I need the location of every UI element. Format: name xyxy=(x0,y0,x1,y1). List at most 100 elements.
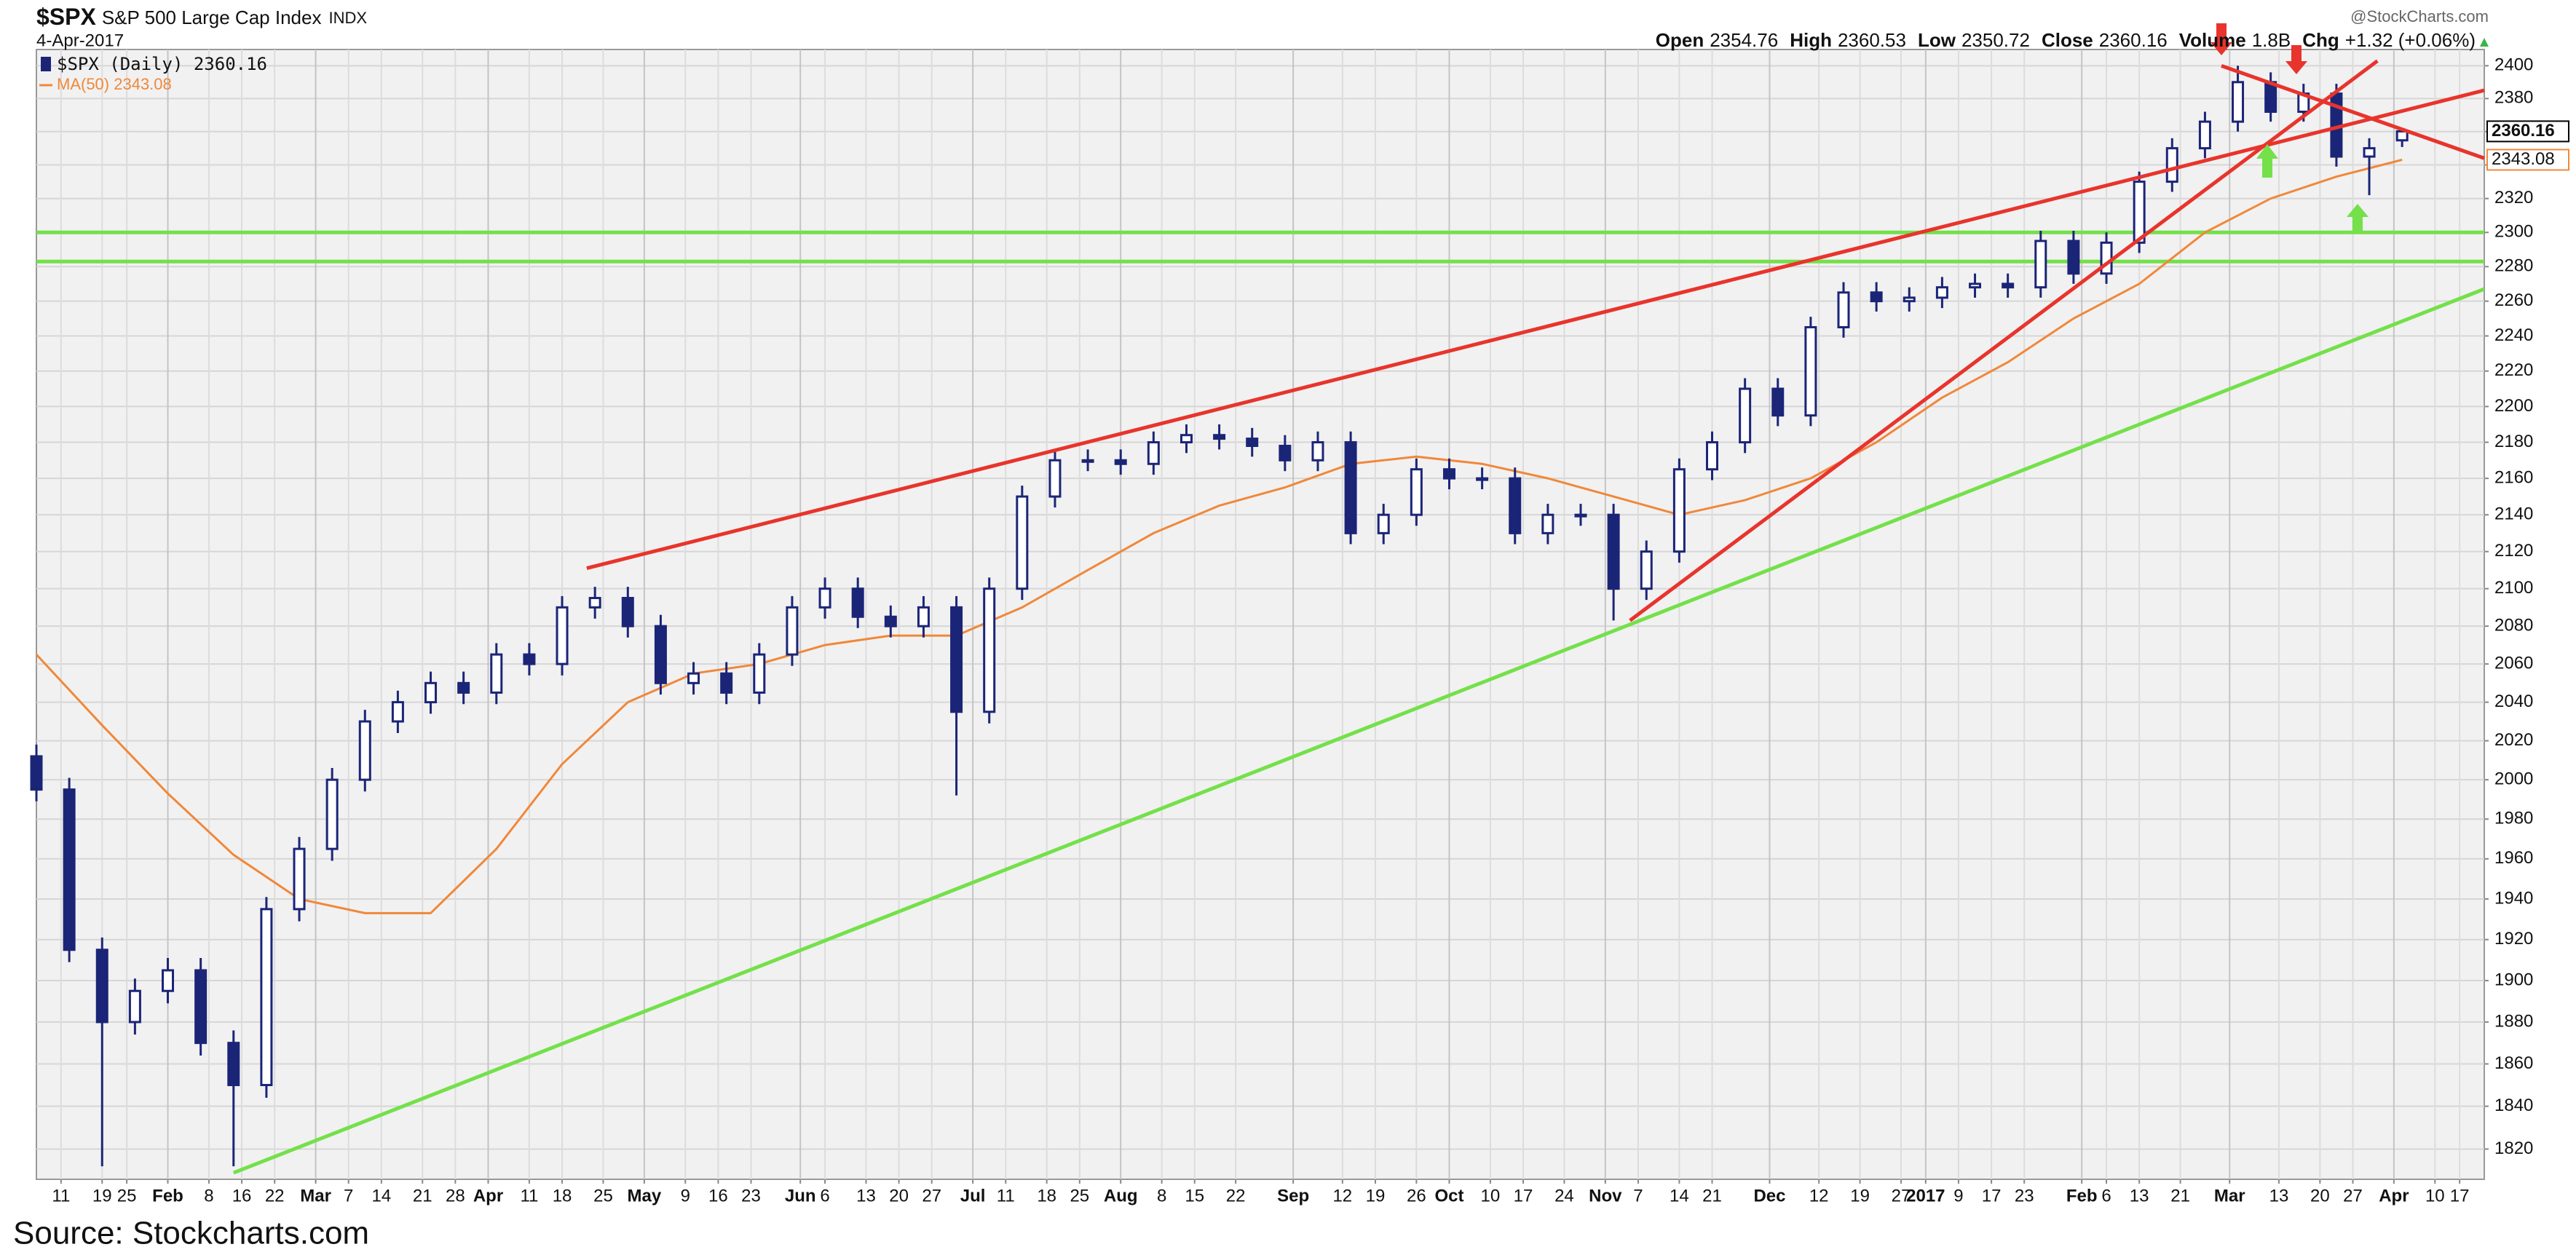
candle-body xyxy=(1213,434,1226,440)
y-tick-label: 1940 xyxy=(2494,888,2533,908)
y-tick-label: 2000 xyxy=(2494,769,2533,788)
candle-body xyxy=(2395,130,2409,142)
candle-body xyxy=(1016,495,1029,590)
candle-body xyxy=(1048,459,1062,498)
x-tick-label: Nov xyxy=(1589,1186,1622,1205)
candle-body xyxy=(2165,147,2178,183)
y-tick-label: 2400 xyxy=(2494,55,2533,75)
candle-body xyxy=(424,681,438,704)
candle-body xyxy=(687,672,700,684)
x-tick-label: 27 xyxy=(2343,1186,2363,1205)
candle-body xyxy=(325,778,339,850)
green-arrow xyxy=(2256,144,2278,178)
x-tick-label: 25 xyxy=(117,1186,137,1205)
x-tick-label: 8 xyxy=(1157,1186,1166,1205)
x-tick-label: 17 xyxy=(1514,1186,1533,1205)
red-arrow xyxy=(2285,45,2307,74)
candle-body xyxy=(1739,387,1752,444)
x-tick-label: 27 xyxy=(922,1186,941,1205)
candle-body xyxy=(2067,239,2080,275)
y-tick-label: 2220 xyxy=(2494,360,2533,380)
x-tick-label: 9 xyxy=(681,1186,690,1205)
stat-value: 2354.76 xyxy=(1710,29,1778,51)
y-tick-label: 2300 xyxy=(2494,222,2533,242)
x-tick-label: 16 xyxy=(232,1186,252,1205)
legend-entry: $SPX (Daily) 2360.16 xyxy=(57,54,267,74)
trendline xyxy=(586,88,2485,571)
x-tick-label: Mar xyxy=(2214,1186,2245,1205)
x-tick-label: Sep xyxy=(1277,1186,1309,1205)
candle-body xyxy=(2232,81,2245,123)
candle-body xyxy=(1410,468,1423,516)
candle-body xyxy=(391,701,404,723)
x-tick-label: 11 xyxy=(997,1186,1015,1205)
symbol: $SPX xyxy=(36,4,96,30)
y-tick-label: 1840 xyxy=(2494,1096,2533,1115)
candle-body xyxy=(1870,291,1883,303)
candle-body xyxy=(457,681,470,694)
x-tick-label: Apr xyxy=(473,1186,503,1205)
y-tick-label: 1820 xyxy=(2494,1139,2533,1158)
stat-value: 1.8B xyxy=(2252,29,2291,51)
stat-label: Chg xyxy=(2302,29,2339,51)
candle-body xyxy=(1804,326,1817,417)
candle-body xyxy=(128,989,141,1024)
x-tick-label: Apr xyxy=(2379,1186,2409,1205)
y-tick-label: 2240 xyxy=(2494,325,2533,345)
legend-icon xyxy=(41,57,51,71)
y-tick-label: 2040 xyxy=(2494,692,2533,711)
y-tick-label: 2020 xyxy=(2494,730,2533,750)
y-tick-label: 1960 xyxy=(2494,848,2533,868)
candle-body xyxy=(1246,438,1259,447)
x-tick-label: Aug xyxy=(1104,1186,1138,1205)
candle-body xyxy=(786,606,799,656)
x-tick-label: 21 xyxy=(1702,1186,1722,1205)
stat-label: Open xyxy=(1656,29,1704,51)
candle-body xyxy=(884,615,897,628)
x-tick-label: Dec xyxy=(1753,1186,1785,1205)
candle-body xyxy=(588,596,601,609)
value-label: 2360.16 xyxy=(2492,121,2555,140)
candle-body xyxy=(162,969,175,992)
x-tick-label: 27 xyxy=(1892,1186,1911,1205)
x-tick-label: 17 xyxy=(1982,1186,2002,1205)
value-label: 2343.08 xyxy=(2492,149,2555,169)
candle-body xyxy=(720,672,733,694)
x-tick-label: 21 xyxy=(2170,1186,2190,1205)
value-box xyxy=(2486,120,2569,143)
x-tick-label: 6 xyxy=(2101,1186,2111,1205)
x-tick-label: May xyxy=(628,1186,662,1205)
y-tick-label: 1920 xyxy=(2494,929,2533,949)
candle-body xyxy=(1344,441,1357,534)
x-tick-label: 19 xyxy=(92,1186,112,1205)
y-tick-label: 2200 xyxy=(2494,396,2533,416)
x-tick-label: Jun xyxy=(785,1186,816,1205)
x-tick-label: 18 xyxy=(553,1186,572,1205)
candle-body xyxy=(2363,147,2376,158)
y-tick-label: 2060 xyxy=(2494,653,2533,673)
x-tick-label: 10 xyxy=(2425,1186,2445,1205)
x-tick-label: 8 xyxy=(204,1186,213,1205)
trendline xyxy=(2221,64,2485,160)
candle-body xyxy=(621,596,634,628)
stat-label: High xyxy=(1790,29,1832,51)
candle-body xyxy=(1903,296,1916,303)
x-tick-label: Feb xyxy=(2066,1186,2098,1205)
y-tick-label: 1860 xyxy=(2494,1053,2533,1073)
header-title: $SPX S&P 500 Large Cap Index INDX xyxy=(36,4,367,30)
x-tick-label: 9 xyxy=(1953,1186,1963,1205)
x-tick-label: 21 xyxy=(413,1186,432,1205)
up-indicator xyxy=(2480,38,2489,47)
candle-body xyxy=(1377,513,1390,534)
candle-body xyxy=(1771,387,1785,417)
x-tick-label: 20 xyxy=(2310,1186,2330,1205)
x-tick-label: 22 xyxy=(265,1186,285,1205)
ohlc-stats: Open 2354.76 High 2360.53 Low 2350.72 Close 236… xyxy=(1656,29,2476,51)
trendline xyxy=(1629,59,2379,622)
x-tick-label: 19 xyxy=(1366,1186,1386,1205)
x-tick-label: 14 xyxy=(1670,1186,1689,1205)
candle-body xyxy=(654,625,667,684)
x-tick-label: 13 xyxy=(2269,1186,2289,1205)
x-tick-label: 23 xyxy=(2015,1186,2034,1205)
